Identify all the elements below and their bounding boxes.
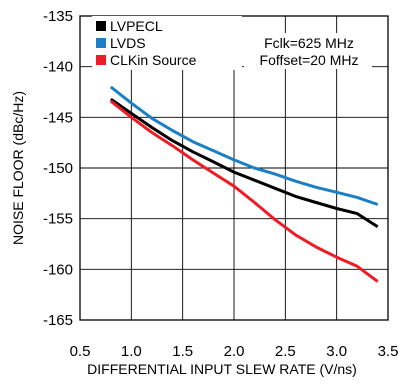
y-tick-label: -160 [43,261,73,278]
x-tick-label: 0.5 [70,343,91,360]
annotation-foffset: Foffset=20 MHz [260,52,359,68]
legend-swatch-clkin-source [96,55,106,65]
y-tick-label: -140 [43,59,73,76]
series-line-clkin-source [109,99,379,283]
legend-swatch-lvpecl [96,21,106,31]
x-tick-label: 3.0 [326,343,347,360]
y-tick-label: -145 [43,109,73,126]
x-tick-label: 1.0 [121,343,142,360]
series-line-lvds [109,85,379,206]
x-axis-title: DIFFERENTIAL INPUT SLEW RATE (V/ns) [87,361,357,377]
y-tick-label: -155 [43,211,73,228]
y-tick-label: -135 [43,8,73,25]
legend-label-lvds: LVDS [110,35,146,51]
legend-label-clkin-source: CLKin Source [110,52,197,68]
legend-swatch-lvds [96,38,106,48]
legend-label-lvpecl: LVPECL [110,18,163,34]
x-tick-label: 3.5 [378,343,398,360]
x-tick-label: 2.5 [275,343,296,360]
annotation-fclk: Fclk=625 MHz [264,35,354,51]
annotation: Fclk=625 MHz Foffset=20 MHz [244,33,372,69]
y-tick-labels: -135 -140 -145 -150 -155 -160 -165 [43,8,73,329]
series-lines [109,85,379,283]
legend-background [92,16,242,70]
series-line-lvpecl [109,97,379,229]
y-tick-label: -165 [43,312,73,329]
y-axis-title: NOISE FLOOR (dBc/Hz) [10,91,26,245]
x-tick-label: 1.5 [172,343,193,360]
y-tick-label: -150 [43,160,73,177]
x-tick-label: 2.0 [224,343,245,360]
x-tick-labels: 0.5 1.0 1.5 2.0 2.5 3.0 3.5 [70,343,398,360]
annotation-background [244,33,372,69]
